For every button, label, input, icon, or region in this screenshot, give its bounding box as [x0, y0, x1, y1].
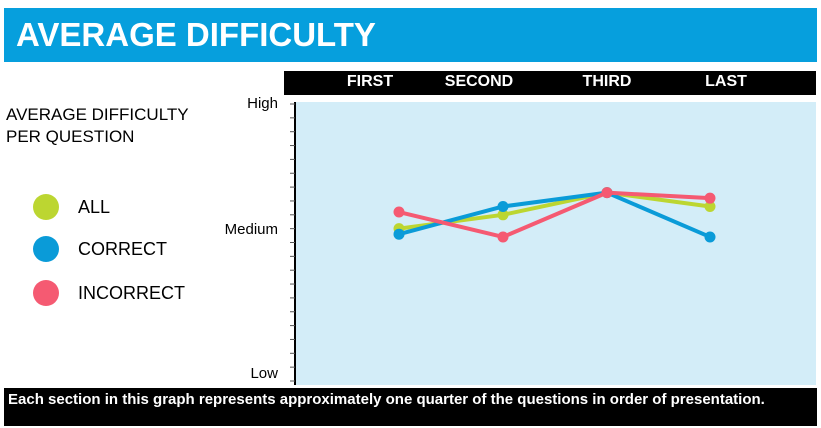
data-point-all-last — [704, 200, 716, 212]
plot-background — [296, 102, 816, 385]
data-point-incorrect-last — [704, 192, 716, 204]
data-point-correct-last — [704, 231, 716, 243]
footer-note: Each section in this graph represents ap… — [4, 388, 817, 426]
legend-label-incorrect: INCORRECT — [78, 283, 185, 303]
legend-dot-incorrect — [33, 280, 59, 306]
y-label-medium: Medium — [224, 221, 278, 238]
series-line-incorrect — [398, 190, 711, 239]
page-title: AVERAGE DIFFICULTY — [4, 8, 817, 62]
section-header-bar: FIRST SECOND THIRD LAST — [284, 71, 816, 95]
y-label-low: Low — [250, 365, 278, 382]
section-label-third: THIRD — [582, 73, 632, 90]
section-label-second: SECOND — [444, 73, 514, 90]
series-line-correct — [398, 190, 711, 239]
legend-dot-all — [33, 194, 59, 220]
section-label-last: LAST — [705, 73, 747, 90]
data-point-incorrect-third — [601, 187, 613, 199]
legend-label-all: ALL — [78, 197, 111, 217]
data-point-incorrect-second — [497, 231, 509, 243]
legend-dot-correct — [33, 236, 59, 262]
data-point-correct-first — [393, 228, 405, 240]
legend-heading: AVERAGE DIFFICULTY PER QUESTION — [6, 105, 189, 146]
data-point-incorrect-first — [393, 206, 405, 218]
section-label-first: FIRST — [346, 73, 394, 90]
data-point-all-second — [497, 209, 509, 221]
legend-label-correct: CORRECT — [78, 239, 167, 259]
data-point-correct-second — [497, 200, 509, 212]
y-label-high: High — [247, 95, 278, 112]
